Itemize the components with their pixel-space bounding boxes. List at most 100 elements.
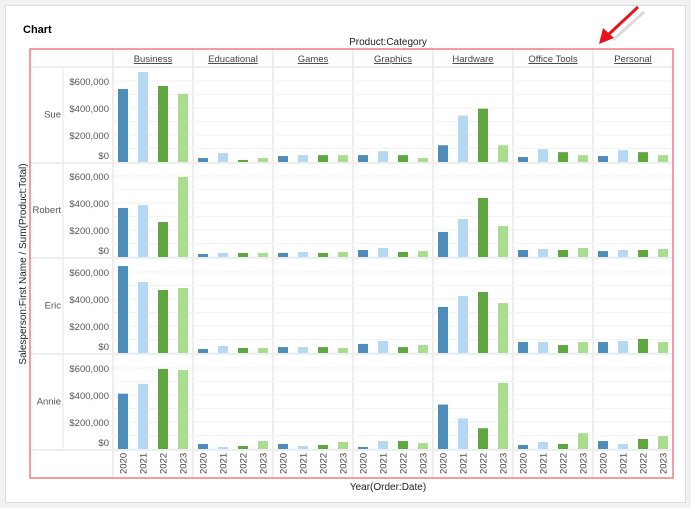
bar-eric-personal-2021 bbox=[618, 340, 628, 353]
bar-eric-office-tools-2020 bbox=[518, 342, 528, 353]
bar-annie-personal-2023 bbox=[658, 436, 668, 449]
bar-sue-hardware-2021 bbox=[458, 115, 468, 162]
bar-annie-business-2022 bbox=[158, 368, 168, 449]
column-header-title: Product:Category bbox=[349, 37, 427, 48]
row-label-robert: Robert bbox=[32, 205, 61, 216]
bar-eric-office-tools-2022 bbox=[558, 345, 568, 353]
bar-robert-business-2022 bbox=[158, 222, 168, 257]
bar-annie-personal-2020 bbox=[598, 441, 608, 449]
bar-robert-graphics-2020 bbox=[358, 249, 368, 257]
x-tick-label: 2021 bbox=[219, 453, 230, 474]
bar-sue-business-2023 bbox=[178, 93, 188, 162]
x-tick-label: 2020 bbox=[439, 453, 450, 474]
bar-robert-hardware-2020 bbox=[438, 232, 448, 257]
bar-robert-games-2020 bbox=[278, 252, 288, 257]
bar-annie-personal-2021 bbox=[618, 444, 628, 449]
y-tick-label: $600,000 bbox=[69, 77, 109, 88]
column-header-games: Games bbox=[298, 54, 329, 65]
bar-sue-office-tools-2021 bbox=[538, 149, 548, 162]
bar-annie-office-tools-2023 bbox=[578, 433, 588, 449]
bar-sue-personal-2023 bbox=[658, 155, 668, 162]
bar-robert-business-2020 bbox=[118, 207, 128, 257]
x-tick-label: 2023 bbox=[179, 453, 190, 474]
bar-annie-business-2020 bbox=[118, 393, 128, 449]
x-tick-label: 2020 bbox=[279, 453, 290, 474]
y-tick-label: $400,000 bbox=[69, 391, 109, 402]
y-tick-label: $200,000 bbox=[69, 418, 109, 429]
bar-sue-business-2021 bbox=[138, 72, 148, 162]
bar-eric-graphics-2020 bbox=[358, 343, 368, 353]
y-tick-label: $600,000 bbox=[69, 364, 109, 375]
x-axis-title: Year(Order:Date) bbox=[350, 482, 426, 493]
bar-robert-personal-2023 bbox=[658, 249, 668, 257]
bar-sue-business-2022 bbox=[158, 85, 168, 162]
bar-eric-personal-2020 bbox=[598, 342, 608, 353]
x-tick-label: 2023 bbox=[339, 453, 350, 474]
x-tick-label: 2022 bbox=[559, 453, 570, 474]
bar-sue-graphics-2020 bbox=[358, 155, 368, 162]
bar-eric-educational-2020 bbox=[198, 348, 208, 353]
arrow-head-icon bbox=[599, 28, 614, 44]
bar-eric-office-tools-2021 bbox=[538, 342, 548, 353]
row-label-sue: Sue bbox=[44, 110, 61, 121]
bar-sue-personal-2020 bbox=[598, 156, 608, 162]
x-tick-label: 2022 bbox=[159, 453, 170, 474]
bar-robert-educational-2020 bbox=[198, 254, 208, 257]
y-tick-label: $600,000 bbox=[69, 268, 109, 279]
x-tick-label: 2020 bbox=[199, 453, 210, 474]
bar-sue-office-tools-2023 bbox=[578, 155, 588, 162]
bar-eric-games-2022 bbox=[318, 347, 328, 353]
bar-eric-office-tools-2023 bbox=[578, 342, 588, 353]
bar-sue-games-2023 bbox=[338, 155, 348, 162]
bar-robert-hardware-2022 bbox=[478, 198, 488, 257]
x-tick-label: 2021 bbox=[379, 453, 390, 474]
bar-sue-games-2022 bbox=[318, 155, 328, 162]
bar-sue-graphics-2023 bbox=[418, 158, 428, 162]
x-tick-label: 2020 bbox=[599, 453, 610, 474]
bar-annie-business-2023 bbox=[178, 370, 188, 449]
y-axis-title: Salesperson:First Name / Sum(Product:Tot… bbox=[18, 163, 29, 364]
bar-robert-office-tools-2021 bbox=[538, 249, 548, 257]
y-tick-label: $0 bbox=[98, 438, 109, 449]
bar-annie-educational-2022 bbox=[238, 446, 248, 449]
bar-annie-graphics-2021 bbox=[378, 441, 388, 449]
bar-robert-office-tools-2023 bbox=[578, 247, 588, 257]
bar-annie-games-2020 bbox=[278, 444, 288, 449]
bar-robert-educational-2023 bbox=[258, 252, 268, 257]
bar-eric-hardware-2022 bbox=[478, 291, 488, 353]
bar-annie-graphics-2023 bbox=[418, 443, 428, 449]
bar-eric-graphics-2021 bbox=[378, 340, 388, 353]
bar-robert-educational-2021 bbox=[218, 252, 228, 257]
bar-sue-educational-2021 bbox=[218, 153, 228, 162]
bar-robert-office-tools-2022 bbox=[558, 249, 568, 257]
column-header-hardware: Hardware bbox=[452, 54, 493, 65]
y-tick-label: $600,000 bbox=[69, 172, 109, 183]
y-tick-label: $400,000 bbox=[69, 295, 109, 306]
arrow-shadow bbox=[611, 10, 646, 42]
bar-eric-business-2021 bbox=[138, 281, 148, 353]
x-tick-label: 2022 bbox=[319, 453, 330, 474]
bar-robert-graphics-2021 bbox=[378, 247, 388, 257]
column-header-business: Business bbox=[134, 54, 173, 65]
bar-annie-games-2021 bbox=[298, 446, 308, 449]
bar-eric-hardware-2023 bbox=[498, 303, 508, 353]
x-tick-label: 2021 bbox=[539, 453, 550, 474]
x-tick-label: 2021 bbox=[459, 453, 470, 474]
bar-annie-office-tools-2020 bbox=[518, 444, 528, 449]
y-tick-label: $0 bbox=[98, 151, 109, 162]
bar-robert-games-2021 bbox=[298, 252, 308, 257]
bar-robert-personal-2021 bbox=[618, 249, 628, 257]
bar-annie-educational-2021 bbox=[218, 446, 228, 449]
bar-sue-educational-2023 bbox=[258, 158, 268, 162]
column-header-graphics: Graphics bbox=[374, 54, 412, 65]
bar-annie-hardware-2021 bbox=[458, 418, 468, 449]
bar-sue-hardware-2023 bbox=[498, 145, 508, 162]
bar-robert-office-tools-2020 bbox=[518, 249, 528, 257]
bar-sue-business-2020 bbox=[118, 88, 128, 162]
bar-annie-hardware-2023 bbox=[498, 382, 508, 449]
y-tick-label: $400,000 bbox=[69, 104, 109, 115]
bar-sue-graphics-2022 bbox=[398, 155, 408, 162]
column-header-office-tools: Office Tools bbox=[528, 54, 578, 65]
bar-annie-games-2023 bbox=[338, 441, 348, 449]
bar-eric-educational-2021 bbox=[218, 345, 228, 353]
